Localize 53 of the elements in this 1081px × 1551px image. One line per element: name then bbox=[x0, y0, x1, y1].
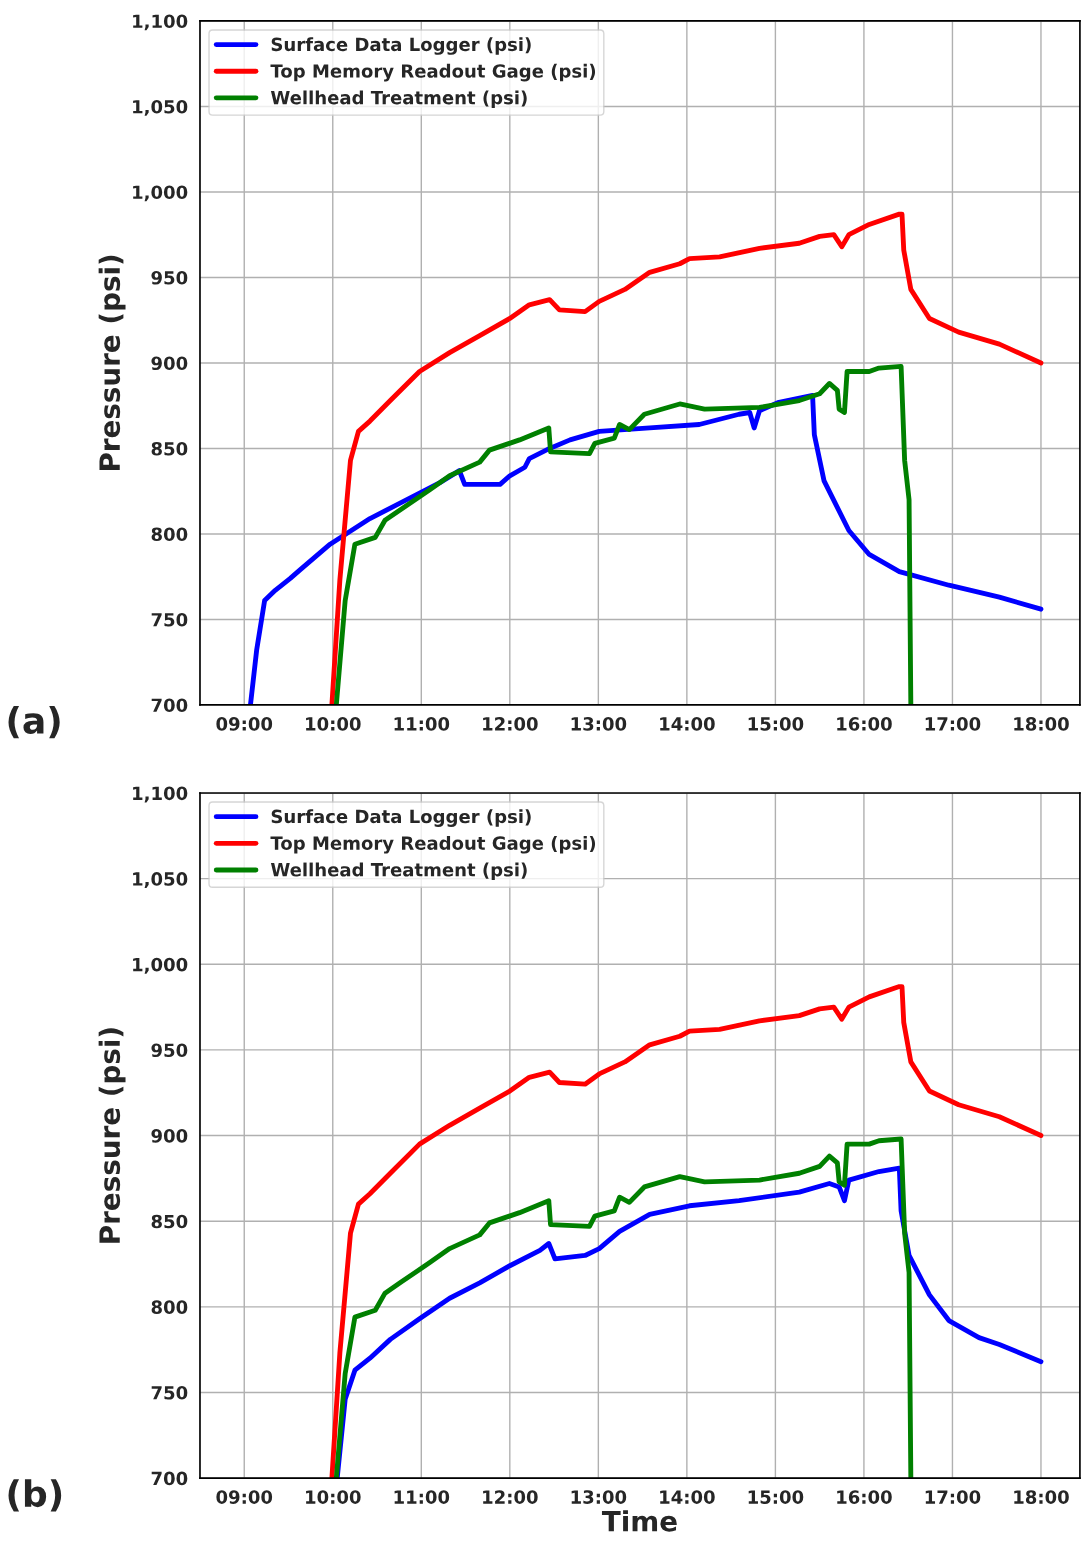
x-tick-label: 12:00 bbox=[483, 1490, 538, 1504]
x-axis-title: Time bbox=[601, 1510, 677, 1532]
x-tick-label: 09:00 bbox=[216, 717, 273, 731]
y-tick-label: 1,100 bbox=[133, 14, 188, 31]
y-tick-label: 950 bbox=[151, 1043, 188, 1058]
y-tick-label: 1,000 bbox=[133, 185, 188, 202]
x-tick-label: 11:00 bbox=[394, 717, 450, 731]
legend-label: Surface Data Logger (psi) bbox=[271, 809, 531, 827]
line-series bbox=[333, 363, 914, 705]
y-tick-label: 850 bbox=[151, 1214, 188, 1229]
legend-label: Top Memory Readout Gage (psi) bbox=[270, 835, 596, 854]
x-tick-label: 10:00 bbox=[306, 1490, 361, 1504]
line-series bbox=[329, 984, 1044, 1479]
x-tick-label: 15:00 bbox=[748, 1490, 804, 1504]
y-tick-label: 750 bbox=[151, 612, 188, 627]
y-tick-label: 800 bbox=[151, 527, 188, 542]
y-axis-title: Pressure (psi) bbox=[98, 1028, 126, 1243]
x-tick-label: 17:00 bbox=[925, 717, 981, 731]
y-tick-label: 1,050 bbox=[133, 99, 188, 116]
x-tick-label: 15:00 bbox=[748, 717, 804, 731]
x-tick-label: 18:00 bbox=[1014, 717, 1069, 731]
x-tick-label: 18:00 bbox=[1014, 1490, 1069, 1504]
y-tick-label: 850 bbox=[151, 441, 188, 456]
y-tick-label: 1,000 bbox=[133, 957, 188, 974]
legend-label: Wellhead Treatment (psi) bbox=[270, 862, 527, 881]
legend-label: Wellhead Treatment (psi) bbox=[270, 90, 527, 108]
x-tick-label: 14:00 bbox=[660, 1490, 715, 1504]
y-tick-label: 950 bbox=[151, 270, 188, 285]
x-tick-label: 09:00 bbox=[216, 1490, 273, 1504]
y-tick-label: 700 bbox=[151, 698, 188, 713]
y-axis-title: Pressure (psi) bbox=[98, 255, 126, 471]
x-tick-label: 14:00 bbox=[660, 717, 715, 731]
y-tick-label: 800 bbox=[151, 1300, 188, 1314]
y-tick-label: 1,050 bbox=[133, 872, 188, 889]
x-tick-label: 13:00 bbox=[571, 717, 627, 731]
text: (b) bbox=[8, 1479, 62, 1512]
y-tick-label: 900 bbox=[151, 356, 188, 371]
x-tick-label: 16:00 bbox=[837, 717, 892, 731]
legend-label: Top Memory Readout Gage (psi) bbox=[270, 63, 596, 82]
x-tick-label: 11:00 bbox=[394, 1490, 450, 1504]
y-tick-label: 700 bbox=[151, 1471, 188, 1486]
y-tick-label: 750 bbox=[151, 1385, 188, 1400]
y-tick-label: 1,100 bbox=[133, 786, 188, 803]
y-tick-label: 900 bbox=[151, 1129, 188, 1143]
x-tick-label: 13:00 bbox=[571, 1490, 627, 1504]
x-tick-label: 12:00 bbox=[483, 717, 538, 731]
line-series bbox=[333, 1136, 914, 1479]
text: (a) bbox=[8, 706, 60, 739]
x-tick-label: 16:00 bbox=[837, 1490, 892, 1504]
x-tick-label: 10:00 bbox=[306, 717, 361, 731]
x-tick-label: 17:00 bbox=[925, 1490, 981, 1504]
line-series bbox=[329, 211, 1044, 705]
legend-label: Surface Data Logger (psi) bbox=[271, 37, 531, 55]
